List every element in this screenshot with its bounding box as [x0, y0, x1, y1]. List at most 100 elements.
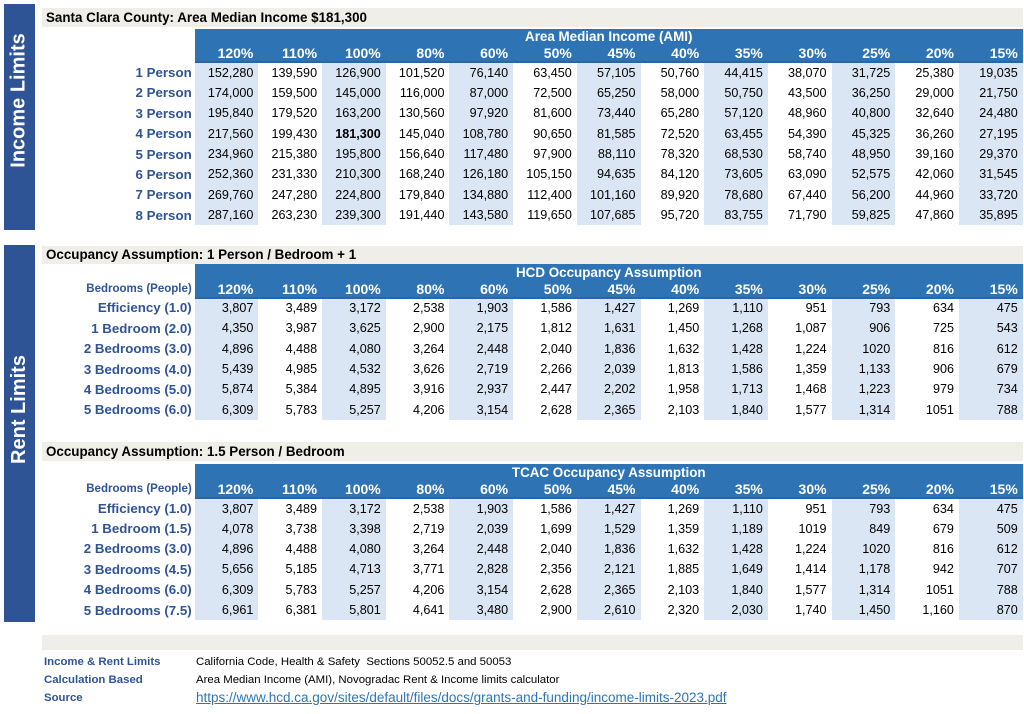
table-row: 6 Person 252,360 231,330 210,300 168,240 126,…	[42, 164, 1023, 185]
value-cell: 179,520	[271, 106, 318, 121]
value-cell: 2,103	[667, 582, 700, 597]
value-cell: 951	[805, 301, 827, 316]
column-header: 110%	[258, 480, 323, 499]
table-row: 4 Bedrooms (5.0) 5,874 5,384 4,895 3,916 2,93…	[42, 379, 1023, 400]
column-header: 40%	[640, 45, 705, 64]
value-cell: 58,740	[788, 147, 827, 162]
value-cell: 1,427	[576, 497, 641, 519]
value-cell: 117,480	[449, 143, 514, 165]
value-cell: 1,631	[576, 318, 641, 339]
value-cell: 2,202	[576, 379, 641, 400]
column-header: 35%	[704, 280, 768, 299]
value-cell: 78,320	[660, 147, 700, 162]
column-header: 110%	[258, 280, 323, 299]
table-row: 2 Bedrooms (3.0) 4,896 4,488 4,080 3,264 2,44…	[42, 338, 1023, 359]
value-cell: 95,720	[660, 208, 700, 223]
value-cell: 1,450	[667, 321, 700, 336]
source-link[interactable]: https://www.hcd.ca.gov/sites/default/fil…	[196, 690, 727, 706]
value-cell: 31,725	[831, 62, 896, 83]
column-header: 60%	[449, 480, 514, 499]
corner-spacer	[42, 464, 195, 481]
row-label: 1 Person	[135, 64, 192, 80]
value-cell: 3,489	[285, 301, 318, 316]
value-cell: 2,828	[449, 559, 514, 580]
value-cell: 543	[958, 318, 1023, 339]
value-cell: 45,325	[831, 123, 896, 144]
footer-divider-strip	[42, 634, 1023, 651]
value-cell: 215,380	[271, 147, 318, 162]
value-cell: 63,450	[533, 65, 572, 80]
corner-spacer	[42, 29, 195, 46]
column-header: 40%	[640, 280, 705, 299]
column-header: 60%	[449, 280, 514, 299]
value-cell: 5,439	[194, 358, 259, 380]
row-label: 5 Bedrooms (6.0)	[83, 402, 192, 418]
value-cell: 707	[958, 559, 1023, 580]
column-header: 80%	[385, 45, 450, 64]
column-header: 20%	[895, 45, 959, 64]
value-cell: 1,885	[667, 562, 700, 577]
value-cell: 4,206	[412, 582, 445, 597]
value-cell: 634	[932, 501, 954, 516]
value-cell: 25,380	[915, 65, 954, 80]
value-cell: 816	[932, 541, 954, 556]
band-title: HCD Occupancy Assumption	[194, 264, 1023, 281]
column-header: 100%	[322, 45, 386, 64]
value-cell: 42,060	[915, 167, 954, 182]
column-header: 30%	[767, 45, 832, 64]
value-cell: 1,269	[667, 301, 700, 316]
value-cell: 3,264	[412, 341, 445, 356]
column-header: 15%	[958, 45, 1023, 64]
value-cell: 612	[958, 538, 1023, 560]
table-row: 3 Person 195,840 179,520 163,200 130,560 97,9…	[42, 103, 1023, 124]
value-cell: 1,450	[831, 599, 896, 621]
row-label: 5 Person	[135, 146, 192, 162]
value-cell: 36,260	[915, 126, 954, 141]
value-cell: 38,070	[788, 65, 827, 80]
column-header: 40%	[640, 480, 705, 499]
column-header: 15%	[958, 480, 1023, 499]
value-cell: 6,309	[194, 579, 259, 600]
value-cell: 1020	[831, 538, 896, 560]
value-cell: 1,414	[795, 562, 827, 577]
value-cell: 2,103	[667, 402, 700, 417]
value-cell: 3,154	[449, 399, 514, 421]
value-cell: 145,000	[322, 82, 386, 104]
table-row: Efficiency (1.0) 3,807 3,489 3,172 2,538 1,90…	[42, 297, 1023, 319]
value-cell: 1,586	[540, 301, 572, 316]
value-cell: 1,586	[540, 501, 572, 516]
value-cell: 1,586	[704, 358, 768, 380]
value-cell: 210,300	[322, 164, 386, 185]
value-cell: 2,320	[667, 603, 700, 618]
value-cell: 3,154	[449, 579, 514, 600]
value-cell: 1,178	[831, 559, 896, 580]
value-cell: 1,903	[449, 497, 514, 519]
column-header: 80%	[385, 480, 450, 499]
value-cell: 217,560	[194, 123, 259, 144]
value-cell: 4,350	[194, 318, 259, 339]
tcac-rent-limits-grid: TCAC Occupancy Assumption Bedrooms (Peop…	[42, 464, 1023, 621]
value-cell: 612	[958, 338, 1023, 359]
value-cell: 3,626	[412, 362, 445, 377]
column-header: 60%	[449, 45, 514, 64]
value-cell: 39,160	[915, 147, 954, 162]
income-table-title: Santa Clara County: Area Median Income $…	[42, 8, 1023, 27]
value-cell: 2,266	[540, 362, 572, 377]
table-row: 5 Bedrooms (7.5) 6,961 6,381 5,801 4,641 3,48…	[42, 599, 1023, 621]
value-cell: 5,185	[285, 562, 318, 577]
value-cell: 152,280	[194, 62, 259, 83]
value-cell: 2,538	[412, 301, 445, 316]
value-cell: 5,783	[285, 582, 318, 597]
value-cell: 287,160	[194, 205, 259, 226]
footer-row: Calculation Based Area Median Income (AM…	[44, 671, 1022, 689]
value-cell: 247,280	[271, 187, 318, 202]
value-cell: 83,755	[704, 205, 768, 226]
value-cell: 1,160	[922, 603, 954, 618]
value-cell: 2,040	[540, 541, 572, 556]
column-header: 80%	[385, 280, 450, 299]
value-cell: 68,530	[704, 143, 768, 165]
value-cell: 1,840	[704, 579, 768, 600]
value-cell: 1051	[925, 582, 954, 597]
row-label: 3 Bedrooms (4.5)	[83, 561, 192, 577]
column-header: 100%	[322, 480, 386, 499]
